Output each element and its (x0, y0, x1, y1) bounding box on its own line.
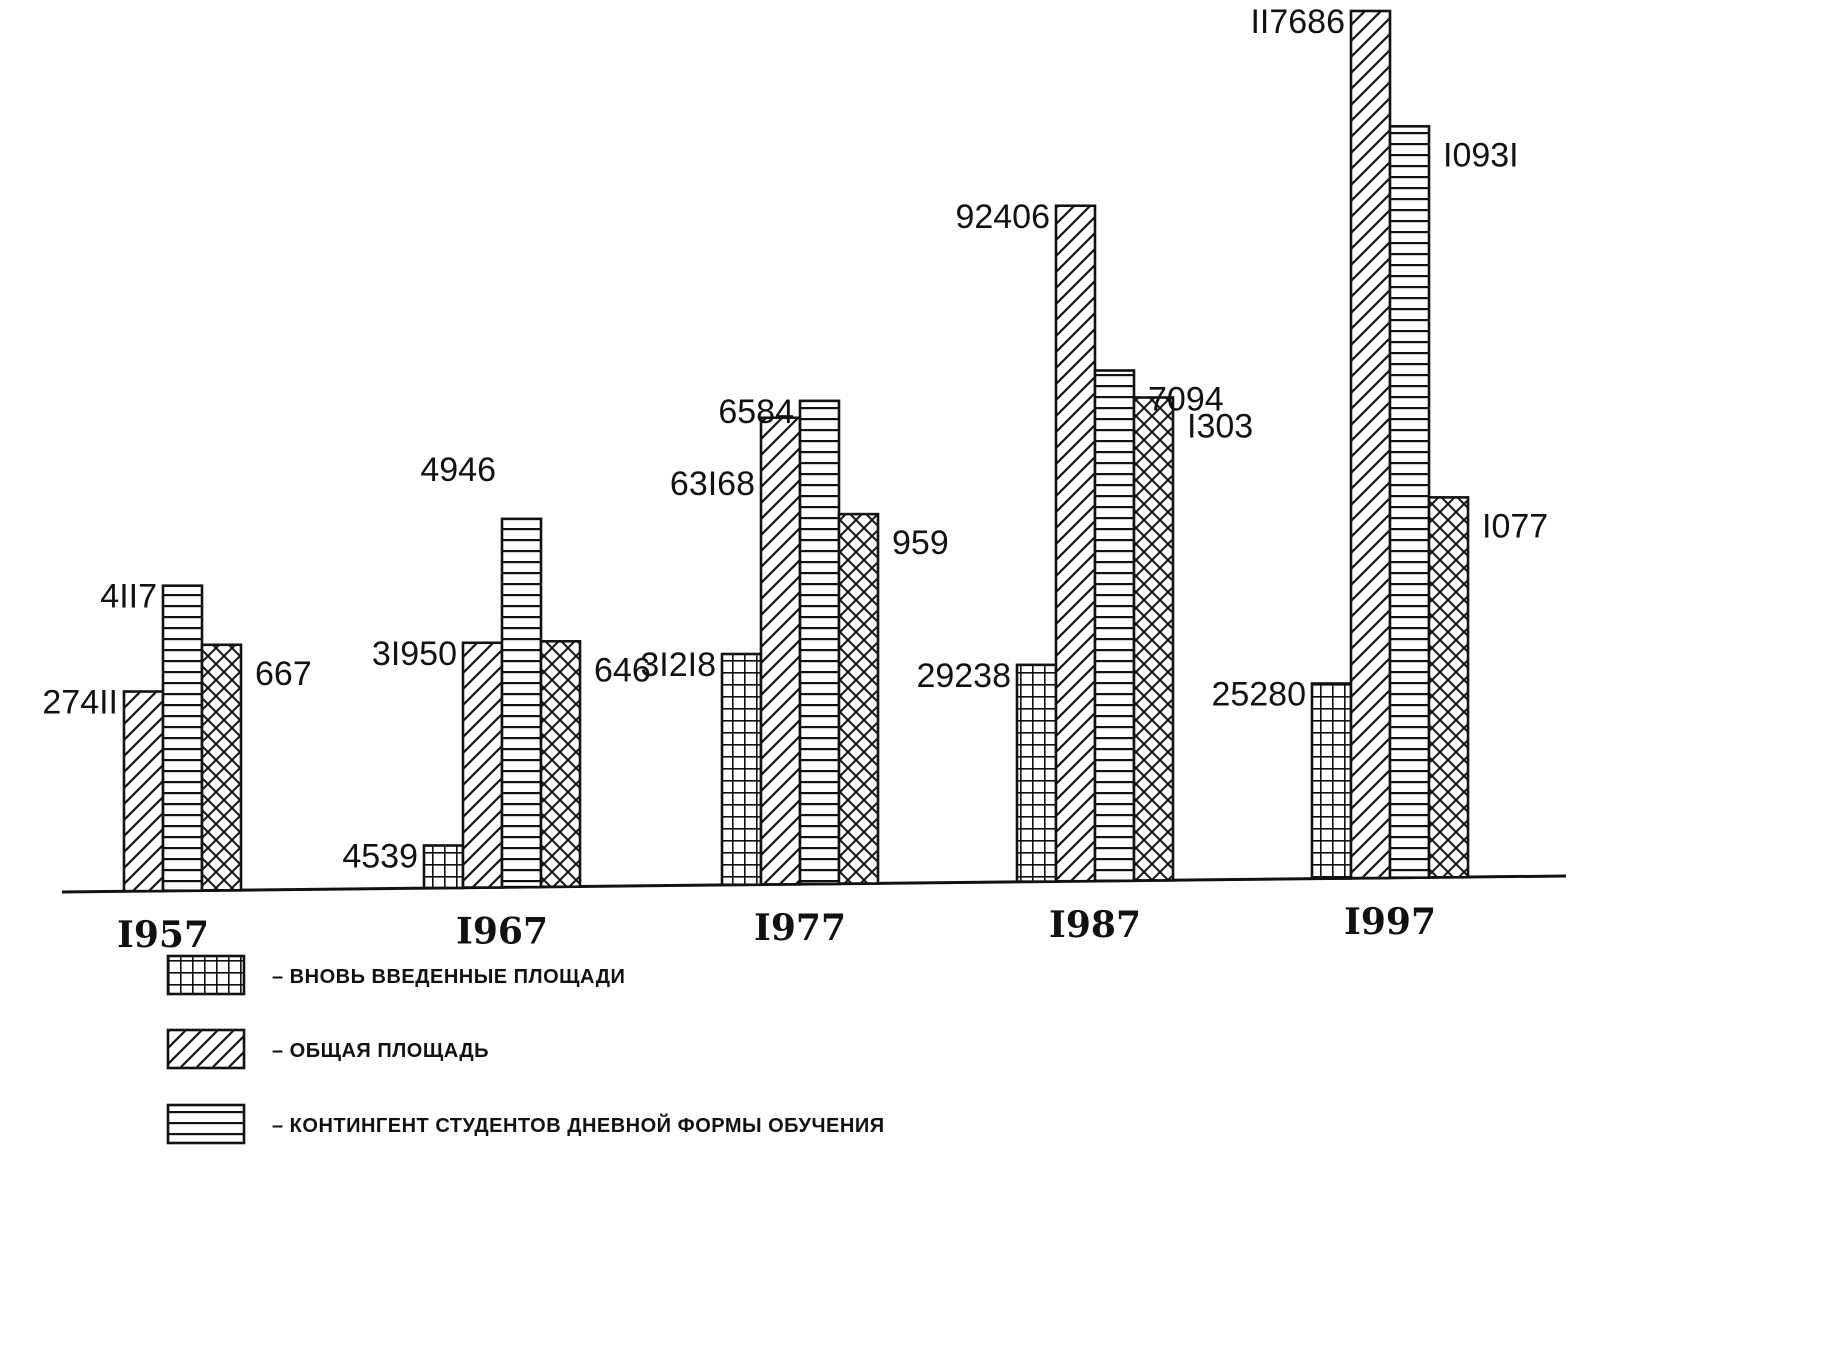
legend: – ВНОВЬ ВВЕДЕННЫЕ ПЛОЩАДИ – ОБЩАЯ ПЛОЩАДЬ… (166, 954, 885, 1145)
legend-swatch-diagonal (166, 1028, 246, 1070)
bar-grid-2 (422, 844, 465, 890)
year-label: I987 (1049, 904, 1141, 946)
bar-diagonal-2 (461, 641, 504, 889)
bars-layer (122, 9, 1470, 893)
value-label: 646 (594, 651, 651, 689)
bar-horizontal-2 (500, 517, 543, 889)
bar-crosshatch-1 (200, 643, 243, 892)
value-label: 25280 (1211, 675, 1306, 713)
value-label: 3I950 (372, 635, 457, 673)
value-label: 274II (42, 684, 118, 722)
bar-diagonal-1 (122, 690, 165, 893)
year-label: I967 (456, 910, 548, 952)
year-label: I997 (1344, 901, 1436, 943)
bar-grid-5 (1310, 682, 1353, 880)
value-label: 4539 (342, 838, 418, 876)
year-labels-layer: I957 I967 I977 I987 I997 (117, 901, 1436, 956)
value-label: I093I (1443, 136, 1519, 174)
bar-horizontal-3 (798, 399, 841, 886)
value-label: 667 (255, 655, 312, 693)
legend-swatch-grid (166, 954, 246, 996)
value-label: 4946 (420, 451, 496, 489)
value-label: 29238 (916, 657, 1011, 695)
value-label: II7686 (1250, 3, 1345, 41)
legend-label: – ВНОВЬ ВВЕДЕННЫЕ ПЛОЩАДИ (272, 966, 625, 988)
value-label: 959 (892, 524, 949, 562)
value-label: 63I68 (670, 465, 755, 503)
bar-diagonal-5 (1349, 9, 1392, 880)
value-label: 6584 (718, 393, 794, 431)
bar-crosshatch-2 (539, 640, 582, 888)
value-label: I077 (1482, 507, 1548, 545)
legend-label: – ОБЩАЯ ПЛОЩАДЬ (272, 1040, 489, 1062)
legend-swatch-horizontal (166, 1103, 246, 1145)
bar-diagonal-3 (759, 416, 802, 886)
value-label: 7094 (1148, 381, 1224, 419)
bar-grid-4 (1015, 663, 1058, 883)
bar-horizontal-1 (161, 584, 204, 893)
value-label: I303 (1187, 407, 1253, 445)
year-label: I977 (754, 907, 846, 949)
bar-grid-3 (720, 652, 763, 887)
bar-crosshatch-4 (1132, 396, 1175, 882)
bar-horizontal-4 (1093, 369, 1136, 883)
year-label: I957 (117, 914, 209, 956)
bar-diagonal-4 (1054, 204, 1097, 883)
value-label: 4II7 (100, 578, 157, 616)
bar-crosshatch-5 (1427, 496, 1470, 879)
bar-horizontal-5 (1388, 125, 1431, 879)
legend-label: – КОНТИНГЕНТ СТУДЕНТОВ ДНЕВНОЙ ФОРМЫ ОБУ… (272, 1113, 885, 1137)
value-label: 92406 (955, 198, 1050, 236)
value-label: 3I2I8 (640, 646, 716, 684)
bar-crosshatch-3 (837, 512, 880, 885)
